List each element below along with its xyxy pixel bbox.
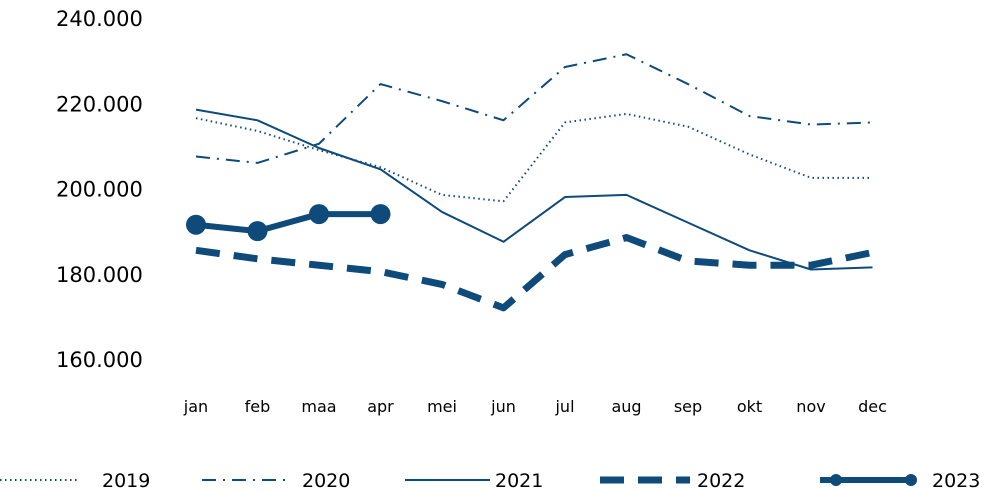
data-point-2023 [247, 221, 268, 242]
legend-label: 2019 [102, 470, 150, 492]
x-tick-label: nov [796, 397, 825, 416]
legend-label: 2022 [697, 470, 745, 492]
legend-item-2020: 2020 [202, 470, 350, 492]
x-tick-label: jul [554, 397, 574, 416]
y-axis: 160.000 180.000 200.000 220.000 240.000 [56, 7, 143, 372]
y-tick-label: 240.000 [56, 7, 143, 31]
data-point-2023 [186, 214, 206, 235]
x-tick-label: dec [858, 397, 887, 416]
y-tick-label: 180.000 [56, 263, 143, 287]
x-tick-label: apr [367, 397, 394, 416]
x-axis: jan feb maa apr mei jun jul aug sep okt nov dec [183, 397, 887, 416]
legend-item-2021: 2021 [405, 470, 543, 492]
legend-item-2022: 2022 [600, 470, 745, 492]
legend-item-2019: 2019 [0, 470, 150, 492]
y-tick-label: 220.000 [56, 92, 143, 116]
legend-marker [830, 474, 842, 486]
series-line-2020 [195, 53, 873, 164]
legend-item-2023: 2023 [820, 470, 980, 492]
legend-label: 2021 [495, 470, 543, 492]
y-tick-label: 160.000 [56, 348, 143, 372]
series-lines [186, 53, 874, 312]
x-tick-label: jun [490, 397, 516, 416]
legend-label: 2023 [932, 470, 980, 492]
x-tick-label: okt [737, 397, 762, 416]
series-line-2023 [195, 211, 381, 235]
x-tick-label: jan [183, 397, 208, 416]
x-tick-label: feb [245, 397, 271, 416]
x-tick-label: aug [611, 397, 641, 416]
data-point-2023 [370, 204, 391, 225]
series-line-2019 [195, 112, 873, 203]
legend: 2019 2020 2021 2022 2023 [0, 470, 980, 492]
x-tick-label: mei [427, 397, 457, 416]
legend-label: 2020 [302, 470, 350, 492]
y-tick-label: 200.000 [56, 178, 143, 202]
legend-marker [905, 474, 917, 486]
data-point-2023 [309, 204, 329, 225]
x-tick-label: maa [301, 397, 336, 416]
series-line-2022 [195, 234, 874, 312]
x-tick-label: sep [674, 397, 702, 416]
series-line-2021 [195, 108, 873, 271]
